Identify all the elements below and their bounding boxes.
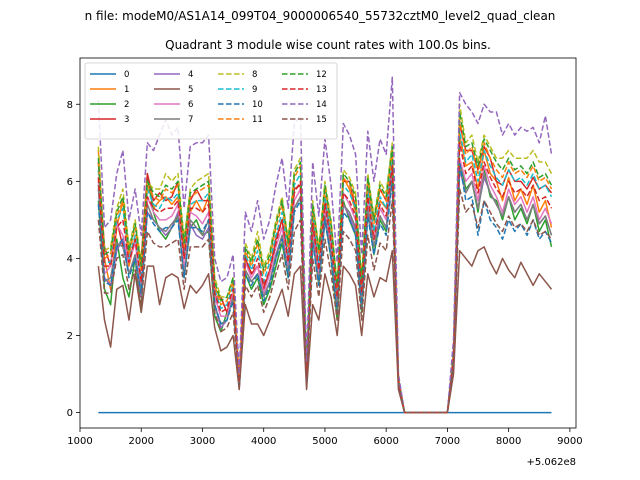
- chart-title: Quadrant 3 module wise count rates with …: [165, 38, 491, 52]
- legend-label-3: 3: [124, 115, 129, 125]
- legend-label-7: 7: [188, 115, 193, 125]
- x-tick-label: 2000: [129, 436, 154, 447]
- x-tick-label: 4000: [251, 436, 276, 447]
- series-line-11: [97, 118, 553, 414]
- chart-suptitle: n file: modeM0/AS1A14_099T04_9000006540_…: [85, 9, 556, 23]
- series-line-9: [97, 130, 553, 414]
- x-tick-label: 5000: [312, 436, 337, 447]
- x-tick-label: 3000: [190, 436, 215, 447]
- series-line-7: [97, 165, 553, 414]
- series-line-15: [97, 188, 553, 414]
- legend-label-13: 13: [316, 85, 327, 95]
- plot-frame: [79, 57, 577, 429]
- legend-label-5: 5: [188, 85, 193, 95]
- x-tick-label: 8000: [496, 436, 521, 447]
- x-tick-label: 9000: [557, 436, 582, 447]
- legend-label-9: 9: [252, 85, 257, 95]
- legend-label-2: 2: [124, 100, 129, 110]
- series-line-5: [97, 246, 553, 414]
- legend-label-6: 6: [188, 100, 193, 110]
- legend-label-14: 14: [316, 100, 327, 110]
- series-line-10: [97, 161, 553, 414]
- series-line-8: [97, 103, 553, 414]
- legend-label-10: 10: [252, 100, 263, 110]
- series-line-13: [97, 142, 553, 414]
- legend-label-0: 0: [124, 70, 129, 80]
- legend-label-8: 8: [252, 70, 257, 80]
- legend-box: [84, 62, 338, 140]
- x-tick-label: 7000: [435, 436, 460, 447]
- legend-label-11: 11: [252, 115, 263, 125]
- y-tick-label: 6: [67, 177, 73, 188]
- y-tick-label: 4: [67, 254, 73, 265]
- legend-label-12: 12: [316, 70, 327, 80]
- x-axis: 1000 2000 3000 4000 5000 6000 7000 8000 9000: [67, 428, 583, 447]
- x-offset-label: +5.062e8: [526, 457, 576, 468]
- x-tick-label: 1000: [67, 436, 92, 447]
- y-tick-label: 0: [67, 408, 73, 419]
- y-tick-label: 2: [67, 331, 73, 342]
- series-line-12: [97, 111, 553, 414]
- legend-label-1: 1: [124, 85, 129, 95]
- y-tick-label: 8: [67, 100, 73, 111]
- legend-label-15: 15: [316, 115, 327, 125]
- legend-label-4: 4: [188, 70, 193, 80]
- y-axis: 0 2 4 6 8: [67, 100, 80, 419]
- x-tick-label: 6000: [373, 436, 398, 447]
